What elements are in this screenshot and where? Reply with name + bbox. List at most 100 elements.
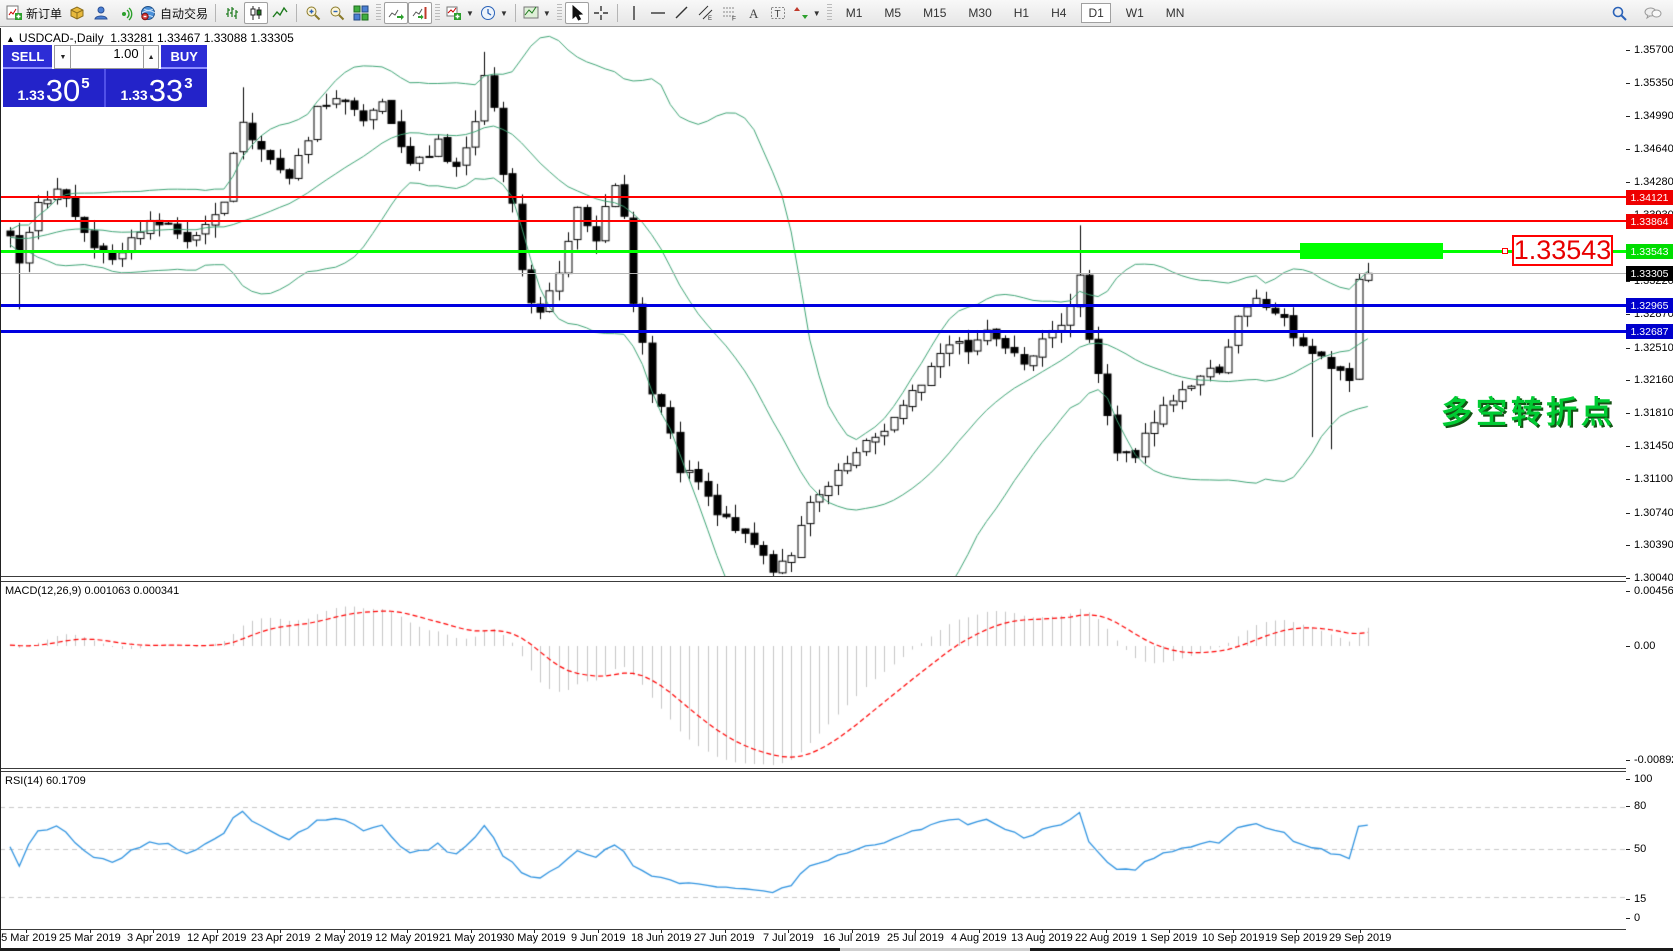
date-axis-tick	[280, 929, 281, 933]
date-axis-tick	[153, 929, 154, 933]
new-order-label: 新订单	[26, 6, 63, 21]
price-chart-canvas[interactable]	[0, 28, 1626, 576]
text-button[interactable]: A	[742, 2, 766, 24]
chart-title: ▲ USDCAD-,Daily 1.33281 1.33467 1.33088 1…	[6, 31, 294, 45]
volume-decrease-button[interactable]: ▼	[54, 45, 72, 69]
buy-price-pip: 3	[184, 75, 193, 92]
fibonacci-icon: F	[722, 5, 738, 21]
market-watch-button[interactable]	[89, 2, 113, 24]
buy-button[interactable]: BUY	[161, 45, 207, 69]
macd-indicator-canvas[interactable]	[0, 582, 1626, 768]
sell-price-main: 30	[45, 72, 81, 108]
buy-price-main: 33	[148, 72, 184, 108]
chart-shift-button[interactable]	[408, 2, 433, 24]
arrows-dropdown-arrow-icon[interactable]: ▼	[812, 8, 821, 18]
tile-windows-button[interactable]	[349, 2, 373, 24]
arrows-button[interactable]: ▼	[790, 2, 824, 24]
key-level-price-box[interactable]: 1.33543	[1512, 235, 1613, 266]
timeframe-m30-button[interactable]: M30	[968, 6, 992, 20]
periods-button[interactable]: ▼	[477, 2, 511, 24]
timeframe-h4-button[interactable]: H4	[1051, 6, 1067, 20]
candlestick-chart-icon	[248, 5, 264, 21]
text-label-button[interactable]: T	[766, 2, 790, 24]
buy-price-display[interactable]: 1.33 33 3	[106, 69, 207, 107]
horizontal-line-button[interactable]	[646, 2, 670, 24]
timeframe-m15-button[interactable]: M15	[923, 6, 947, 20]
signals-button[interactable]	[113, 2, 137, 24]
date-axis-tick	[26, 929, 27, 933]
rsi-axis-label: 50	[1634, 843, 1647, 855]
line-drag-handle[interactable]	[1502, 248, 1508, 254]
text-label-icon: T	[770, 5, 786, 21]
horizontal-level-line[interactable]	[0, 220, 1626, 222]
rsi-label: RSI(14) 60.1709	[5, 775, 86, 787]
timeframe-m5-button[interactable]: M5	[884, 6, 902, 20]
volume-increase-button[interactable]: ▲	[142, 45, 160, 69]
horizontal-level-line[interactable]	[0, 304, 1626, 307]
new-order-button[interactable]: 新订单	[3, 2, 65, 24]
collapse-panel-icon[interactable]: ▲	[6, 34, 15, 44]
bar-chart-button[interactable]	[220, 2, 244, 24]
turning-point-annotation[interactable]: 多空转折点	[1441, 395, 1616, 430]
sell-button[interactable]: SELL	[3, 45, 53, 69]
fibonacci-button[interactable]: F	[718, 2, 742, 24]
auto-trading-button[interactable]: 自动交易	[137, 2, 211, 24]
date-axis-tick	[1360, 929, 1361, 933]
rsi-pane-splitter[interactable]	[0, 768, 1626, 772]
date-axis-tick	[1296, 929, 1297, 933]
date-axis-tick	[344, 929, 345, 933]
date-axis-label: 18 Jun 2019	[631, 932, 692, 944]
macd-pane-splitter[interactable]	[0, 576, 1626, 582]
supply-zone-rectangle[interactable]	[1300, 243, 1443, 259]
horizontal-level-line[interactable]	[0, 330, 1626, 333]
rsi-axis-tick	[1626, 899, 1630, 900]
crosshair-button[interactable]	[589, 2, 613, 24]
tile-windows-icon	[353, 5, 369, 21]
horizontal-scrollbar-thumb[interactable]	[840, 948, 1030, 951]
vertical-line-button[interactable]	[622, 2, 646, 24]
horizontal-level-line[interactable]	[0, 196, 1626, 198]
zoom-in-button[interactable]	[301, 2, 325, 24]
date-axis-tick	[788, 929, 789, 933]
date-axis-tick	[471, 929, 472, 933]
price-axis-tick	[1626, 149, 1630, 150]
volume-input[interactable]: 1.00	[71, 45, 143, 69]
svg-text:T: T	[774, 9, 780, 20]
timeframe-d1-button[interactable]: D1	[1081, 3, 1111, 23]
timeframe-m1-button[interactable]: M1	[845, 6, 863, 20]
indicators-dropdown-arrow-icon[interactable]: ▼	[466, 8, 474, 18]
line-chart-button[interactable]	[268, 2, 292, 24]
timeframe-w1-button[interactable]: W1	[1125, 6, 1144, 20]
chart-ohlc-values: 1.33281 1.33467 1.33088 1.33305	[110, 31, 294, 45]
price-axis-tick	[1626, 50, 1630, 51]
horizontal-level-line[interactable]	[0, 250, 1626, 253]
candlestick-chart-button[interactable]	[244, 2, 269, 24]
profiles-icon	[69, 5, 85, 21]
rsi-indicator-canvas[interactable]	[0, 772, 1626, 929]
templates-dropdown-arrow-icon[interactable]: ▼	[542, 8, 551, 18]
equidistant-channel-button[interactable]: E	[694, 2, 718, 24]
auto-scroll-button[interactable]	[384, 2, 409, 24]
templates-button[interactable]: ▼	[520, 2, 554, 24]
indicators-button[interactable]: ▼	[443, 2, 477, 24]
timeframe-h1-button[interactable]: H1	[1013, 6, 1030, 20]
sell-price-display[interactable]: 1.33 30 5	[3, 69, 106, 107]
timeframe-mn-button[interactable]: MN	[1165, 6, 1185, 20]
price-axis-tick	[1626, 446, 1630, 447]
price-axis-tick	[1626, 380, 1630, 381]
date-axis-tick	[90, 929, 91, 933]
zoom-out-button[interactable]	[325, 2, 349, 24]
level-price-tag: 1.32687	[1626, 324, 1673, 339]
profiles-button[interactable]	[65, 2, 89, 24]
date-axis-label: 4 Aug 2019	[951, 932, 1007, 944]
trend-line-button[interactable]	[670, 2, 694, 24]
date-axis-tick	[1169, 929, 1170, 933]
cursor-button[interactable]	[564, 2, 589, 24]
price-axis-tick-label: 1.34280	[1634, 176, 1673, 188]
current-price-line	[0, 273, 1626, 274]
price-axis-tick	[1626, 314, 1630, 315]
periods-dropdown-arrow-icon[interactable]: ▼	[499, 8, 508, 18]
chat-icon[interactable]	[1641, 2, 1665, 24]
search-icon[interactable]	[1607, 2, 1631, 24]
price-axis-tick-label: 1.32510	[1634, 342, 1673, 354]
